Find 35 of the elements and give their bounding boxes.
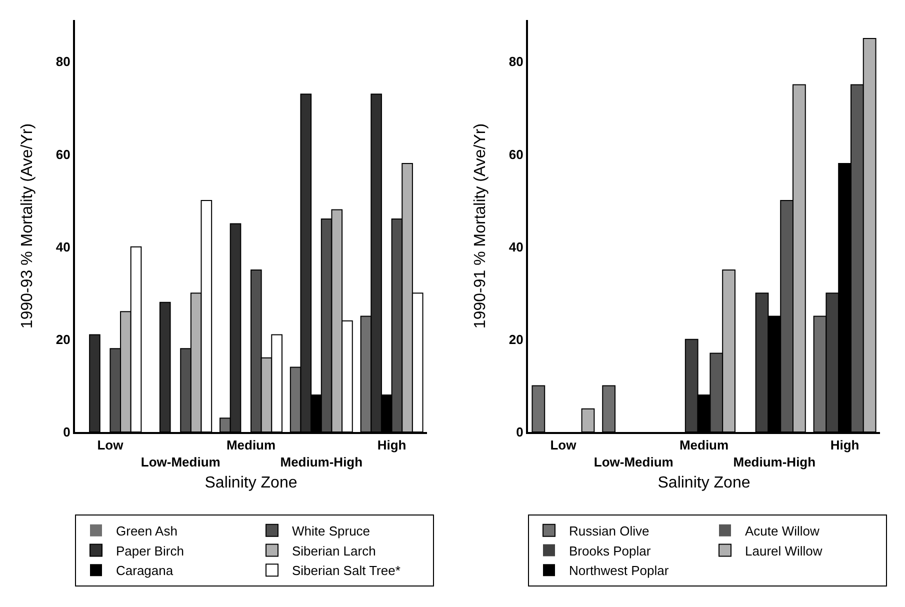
y-tick-label: 60 [56, 146, 70, 162]
x-tick-label: Medium-High [733, 454, 816, 470]
y-tick-label: 40 [508, 239, 524, 254]
x-tick-label: Low-Medium [140, 454, 220, 470]
y-tick-label: 0 [63, 424, 70, 440]
legend-label: White Spruce [292, 523, 370, 538]
legend-label: Laurel Willow [745, 543, 823, 558]
x-axis-title: Salinity Zone [204, 474, 298, 492]
y-tick-label: 40 [56, 239, 70, 254]
x-tick-label: Low [550, 438, 578, 453]
legend-label: Paper Birch [116, 543, 184, 558]
y-tick-label: 20 [508, 332, 524, 347]
x-tick-label: High [377, 438, 406, 453]
legend-label: Caragana [116, 563, 174, 578]
legend-label: Siberian Salt Tree* [292, 563, 400, 578]
y-tick-label: 80 [508, 54, 524, 70]
x-tick-label: Medium [679, 438, 729, 453]
x-tick-label: High [830, 438, 860, 453]
y-tick-label: 20 [56, 332, 70, 347]
x-axis-title: Salinity Zone [658, 474, 750, 492]
legend-label: Siberian Larch [292, 543, 376, 558]
x-tick-label: Low-Medium [594, 454, 674, 470]
y-tick-label: 0 [516, 424, 524, 440]
x-tick-label: Medium [226, 438, 276, 453]
legend-label: Green Ash [116, 523, 178, 538]
y-axis-title: 1990-93 % Mortality (Ave/Yr) [19, 123, 36, 329]
legend-label: Russian Olive [569, 523, 650, 538]
legend-label: Brooks Poplar [569, 543, 652, 558]
legend-label: Northwest Poplar [569, 563, 670, 578]
y-tick-label: 80 [56, 54, 70, 70]
y-tick-label: 60 [508, 146, 524, 162]
legend-label: Acute Willow [745, 523, 820, 538]
y-axis-title: 1990-91 % Mortality (Ave/Yr) [472, 123, 489, 329]
x-tick-label: Low [97, 438, 124, 453]
x-tick-label: Medium-High [280, 454, 363, 470]
